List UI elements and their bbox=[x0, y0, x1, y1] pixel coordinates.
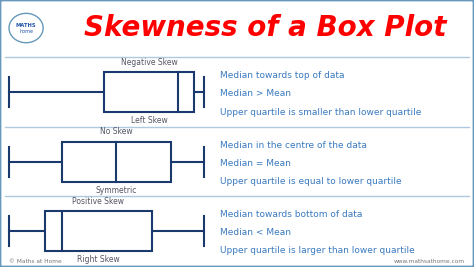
Text: No Skew: No Skew bbox=[100, 127, 132, 136]
Bar bbox=[45, 211, 152, 251]
Text: Skewness of a Box Plot: Skewness of a Box Plot bbox=[84, 14, 447, 42]
Text: Median towards top of data: Median towards top of data bbox=[220, 71, 345, 80]
Text: Upper quartile is larger than lower quartile: Upper quartile is larger than lower quar… bbox=[220, 246, 415, 256]
Bar bbox=[62, 142, 171, 182]
Text: Positive Skew: Positive Skew bbox=[73, 197, 124, 206]
Text: Left Skew: Left Skew bbox=[131, 116, 168, 125]
Text: Median > Mean: Median > Mean bbox=[220, 89, 292, 99]
Text: www.mathsathome.com: www.mathsathome.com bbox=[393, 259, 465, 264]
Bar bbox=[104, 72, 194, 112]
Text: Median = Mean: Median = Mean bbox=[220, 159, 292, 168]
Text: MATHS: MATHS bbox=[16, 23, 36, 28]
Text: Right Skew: Right Skew bbox=[77, 255, 120, 264]
Text: home: home bbox=[19, 29, 33, 34]
Text: Median in the centre of the data: Median in the centre of the data bbox=[220, 141, 367, 150]
Text: Upper quartile is equal to lower quartile: Upper quartile is equal to lower quartil… bbox=[220, 177, 402, 186]
Text: Median < Mean: Median < Mean bbox=[220, 228, 292, 237]
Text: Upper quartile is smaller than lower quartile: Upper quartile is smaller than lower qua… bbox=[220, 108, 422, 117]
Text: © Maths at Home: © Maths at Home bbox=[9, 259, 62, 264]
Text: Median towards bottom of data: Median towards bottom of data bbox=[220, 210, 363, 219]
Ellipse shape bbox=[9, 13, 43, 43]
Text: Symmetric: Symmetric bbox=[95, 186, 137, 195]
Text: Negative Skew: Negative Skew bbox=[121, 58, 178, 67]
